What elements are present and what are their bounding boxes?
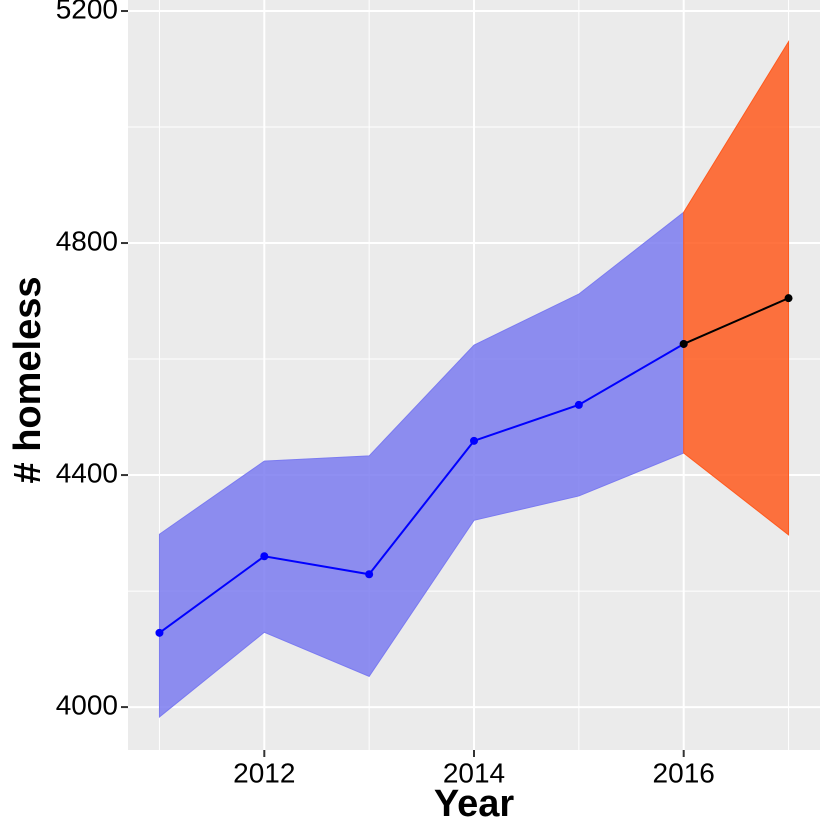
point (784, 294, 793, 303)
y-axis-title: # homeless (7, 277, 49, 484)
point (155, 628, 164, 637)
confidence-band (683, 39, 790, 536)
y-tick-label: 4400 (56, 457, 118, 488)
y-tick-label: 4800 (56, 225, 118, 256)
x-tick-label: 2012 (233, 757, 295, 788)
line (158, 343, 685, 634)
x-axis-title: Year (434, 783, 515, 825)
point (470, 436, 478, 445)
point (679, 339, 688, 348)
x-tick-label: 2016 (653, 757, 715, 788)
point (260, 552, 269, 561)
point (574, 400, 583, 409)
point (365, 570, 374, 579)
plot-layer: 4000 4400 4800 5200 2012 2014 2016 (56, 0, 820, 788)
y-tick-label: 4000 (56, 689, 118, 720)
x-tick-label: 2014 (443, 757, 505, 788)
line (683, 297, 789, 345)
y-tick-label: 5200 (56, 0, 118, 24)
